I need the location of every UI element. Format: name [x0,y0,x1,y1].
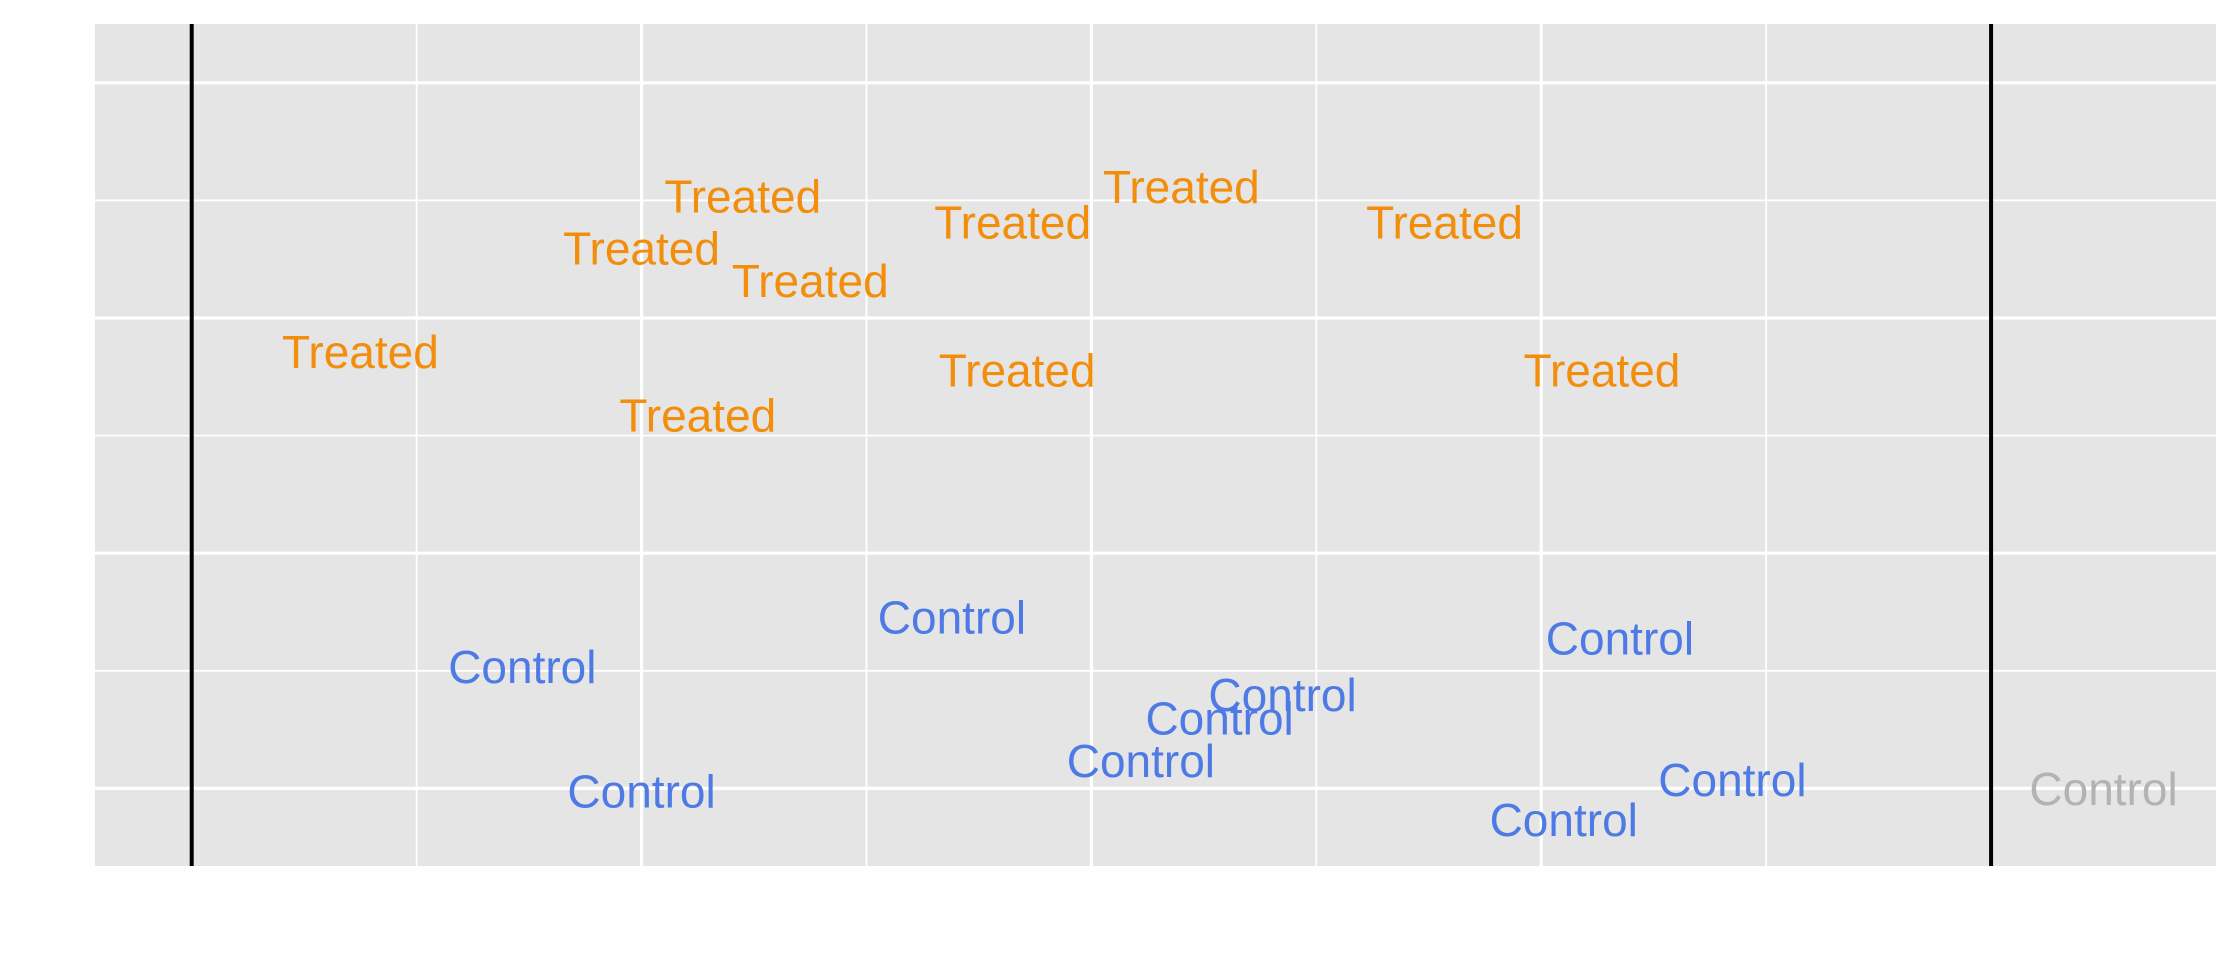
point-label-control: Control [878,592,1026,644]
point-label-treated: Treated [563,222,720,274]
point-label-control: Control [2029,763,2177,815]
point-label-treated: Treated [282,326,439,378]
point-label-treated: Treated [664,171,821,223]
point-label-treated: Treated [619,389,776,441]
grid-lines [95,24,2216,866]
reference-lines [189,24,1994,866]
point-label-control: Control [1490,794,1638,846]
point-label-treated: Treated [1524,345,1681,397]
plot-panel [95,24,2216,866]
data-labels: TreatedTreatedTreatedTreatedTreatedTreat… [282,161,2178,846]
point-label-control: Control [1208,669,1356,721]
point-label-treated: Treated [1103,161,1260,213]
point-label-control: Control [1546,613,1694,665]
point-label-control: Control [1145,693,1293,745]
point-label-treated: Treated [1366,196,1523,248]
point-label-control: Control [567,766,715,818]
point-label-treated: Treated [732,255,889,307]
point-label-treated: Treated [934,196,1091,248]
point-label-control: Control [448,641,596,693]
point-label-control: Control [1658,754,1806,806]
point-label-treated: Treated [939,345,1096,397]
point-label-control: Control [1067,735,1215,787]
